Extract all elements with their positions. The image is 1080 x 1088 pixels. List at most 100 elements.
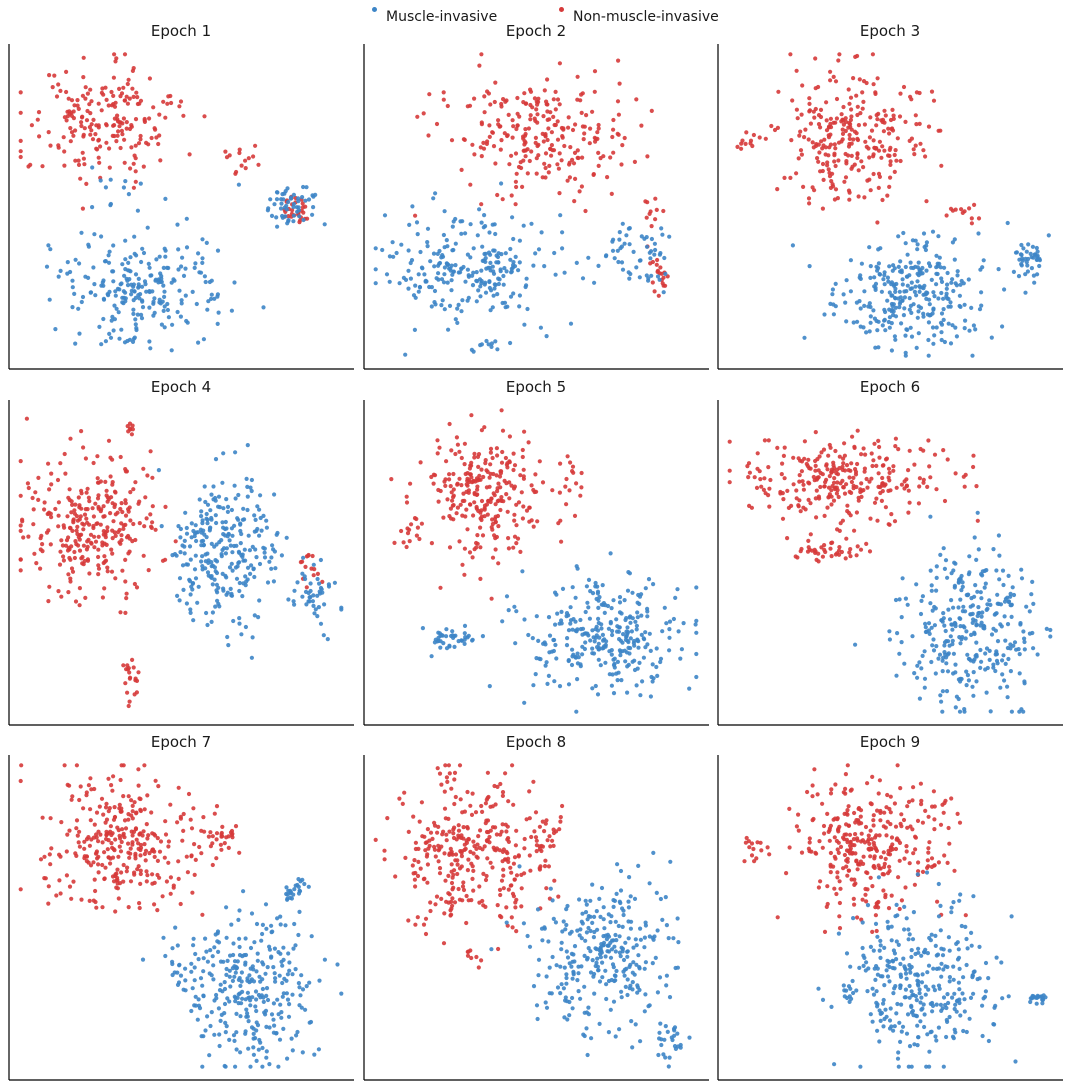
data-point: [500, 428, 506, 433]
data-point: [224, 497, 229, 502]
data-point: [163, 819, 168, 824]
data-point: [583, 609, 588, 615]
data-point: [542, 829, 547, 834]
data-point: [914, 582, 919, 587]
data-point: [444, 838, 449, 843]
data-point: [949, 280, 954, 285]
data-point: [107, 165, 112, 170]
data-point: [1035, 272, 1040, 277]
data-point: [620, 143, 625, 148]
data-point: [996, 533, 1001, 538]
data-point: [234, 965, 240, 970]
data-point: [913, 113, 918, 118]
data-point: [1037, 256, 1042, 261]
data-point: [130, 803, 135, 808]
data-point: [297, 985, 302, 990]
data-point: [472, 96, 477, 101]
data-point: [863, 139, 868, 144]
data-point: [836, 58, 841, 63]
data-point: [229, 832, 234, 838]
data-point: [775, 445, 780, 450]
data-point: [83, 96, 88, 101]
data-point: [205, 959, 210, 964]
data-point: [502, 266, 507, 271]
data-point: [834, 491, 839, 496]
data-point: [1044, 626, 1049, 631]
data-point: [500, 822, 505, 827]
data-point: [110, 480, 115, 485]
data-point: [596, 263, 601, 268]
data-point: [155, 908, 160, 913]
data-point: [951, 288, 956, 294]
data-point: [930, 608, 935, 613]
data-point: [460, 898, 465, 903]
data-point: [140, 957, 146, 962]
data-point: [82, 846, 87, 851]
data-point: [651, 850, 656, 855]
data-point: [973, 653, 978, 658]
data-point: [814, 515, 819, 520]
data-point: [871, 458, 876, 463]
data-point: [157, 112, 162, 117]
data-point: [493, 502, 498, 507]
data-point: [915, 663, 920, 668]
data-point: [565, 454, 570, 459]
data-point: [636, 953, 641, 958]
data-point: [437, 866, 443, 871]
data-point: [541, 641, 546, 646]
data-point: [798, 509, 803, 514]
data-point: [177, 598, 182, 603]
data-point: [265, 208, 270, 213]
data-point: [1029, 592, 1034, 597]
data-point: [907, 500, 912, 505]
data-point: [458, 797, 463, 802]
panel-title: Epoch 5: [505, 378, 567, 396]
data-point: [134, 811, 139, 816]
data-point: [260, 931, 265, 937]
data-point: [625, 954, 630, 959]
data-point: [111, 879, 117, 884]
data-point: [475, 842, 480, 847]
data-point: [178, 550, 183, 555]
data-point: [478, 294, 483, 299]
data-point: [270, 543, 275, 548]
data-point: [462, 498, 467, 503]
data-point: [942, 498, 948, 504]
data-point: [68, 126, 73, 131]
data-point: [807, 96, 812, 101]
data-point: [871, 82, 876, 87]
data-point: [147, 305, 152, 310]
data-point: [481, 146, 487, 151]
data-point: [228, 984, 233, 989]
data-point: [64, 89, 69, 95]
data-point: [906, 510, 911, 515]
data-point: [105, 525, 110, 530]
data-point: [127, 421, 133, 426]
data-point: [420, 834, 425, 839]
data-point: [924, 268, 929, 273]
data-point: [453, 241, 458, 246]
data-point: [110, 551, 115, 556]
data-point: [927, 631, 932, 636]
data-point: [296, 981, 301, 986]
data-point: [139, 312, 144, 317]
data-point: [867, 245, 872, 250]
data-point: [966, 277, 971, 282]
data-point: [476, 965, 481, 970]
data-point: [38, 566, 43, 571]
data-point: [903, 333, 908, 338]
data-point: [527, 158, 532, 164]
data-point: [223, 551, 228, 556]
data-point: [299, 1005, 304, 1010]
data-point: [595, 130, 600, 135]
data-point: [18, 110, 23, 115]
data-point: [459, 854, 464, 859]
data-point: [143, 282, 148, 287]
data-point: [56, 500, 62, 505]
data-point: [160, 894, 165, 899]
data-point: [1003, 661, 1008, 666]
data-point: [544, 334, 549, 339]
data-point: [96, 101, 101, 106]
data-point: [496, 281, 501, 287]
data-point: [121, 879, 126, 884]
